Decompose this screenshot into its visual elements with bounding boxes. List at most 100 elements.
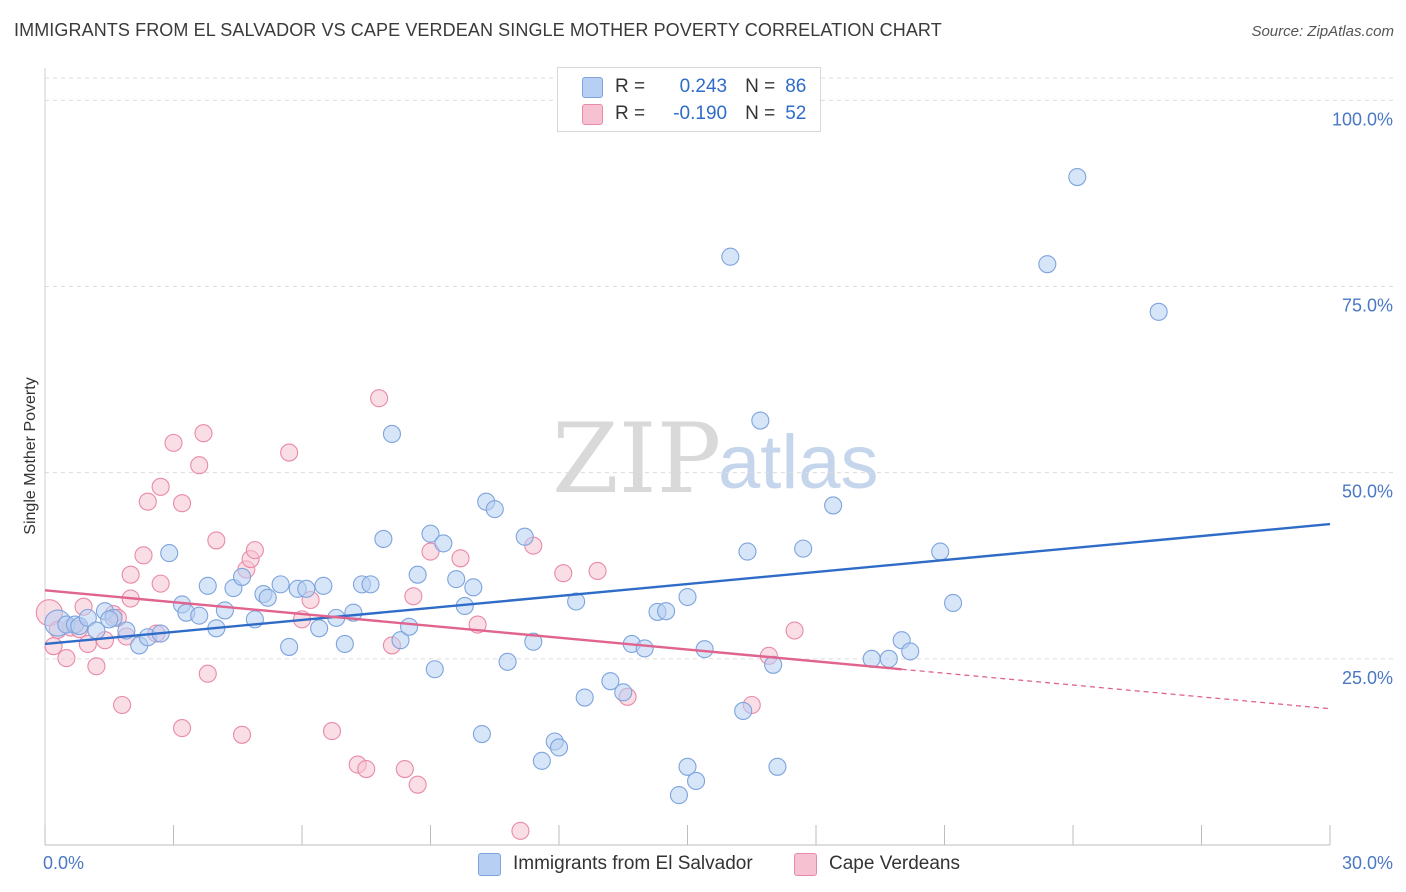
pink-swatch: [794, 852, 817, 876]
legend-row-cape-verdeans: R = -0.190 N = 52: [582, 102, 806, 126]
cape-verdeans-point: [404, 587, 423, 606]
cape-verdeans-point: [370, 389, 389, 408]
cape-verdeans-point: [421, 542, 440, 561]
source-credit: Source: ZipAtlas.com: [1251, 23, 1394, 40]
cape-verdeans-point: [87, 657, 106, 676]
el-salvador-point: [314, 576, 333, 595]
cape-verdeans-point: [207, 531, 226, 550]
cape-verdeans-point: [121, 565, 140, 584]
el-salvador-point: [1038, 255, 1057, 274]
el-salvador-point: [310, 619, 329, 638]
cape-verdeans-point: [164, 433, 183, 452]
pink-swatch: [582, 103, 603, 125]
el-salvador-point: [464, 578, 483, 597]
cape-verdeans-point: [451, 549, 470, 568]
legend-label: Immigrants from El Salvador: [513, 853, 753, 874]
cape-verdeans-point: [194, 424, 213, 443]
y-tick-label: 100.0%: [1332, 109, 1393, 129]
cape-verdeans-point: [785, 621, 804, 640]
cape-verdeans-point: [322, 722, 342, 741]
el-salvador-point: [567, 592, 586, 611]
el-salvador-point: [678, 757, 697, 776]
el-salvador-point: [485, 500, 504, 519]
el-salvador-point: [687, 771, 706, 791]
el-salvador-point: [1068, 167, 1087, 187]
el-salvador-point: [400, 617, 419, 636]
el-salvador-point: [738, 542, 757, 561]
y-tick-label: 50.0%: [1342, 482, 1393, 502]
el-salvador-point: [498, 652, 517, 671]
cape-verdeans-points: [35, 389, 804, 840]
n-value: 86: [785, 76, 807, 97]
el-salvador-point: [515, 527, 534, 546]
el-salvador-point: [78, 608, 97, 627]
el-salvador-point: [160, 544, 179, 563]
cape-verdeans-trend-extension: [901, 668, 1331, 710]
el-salvador-point: [549, 738, 569, 757]
r-label: R =: [615, 103, 646, 124]
el-salvador-point: [258, 588, 277, 607]
el-salvador-point: [408, 565, 427, 584]
axis-labels: Single Mother Poverty: [22, 377, 39, 534]
el-salvador-point: [100, 610, 119, 629]
el-salvador-point: [695, 640, 714, 659]
cape-verdeans-point: [151, 574, 170, 593]
cape-verdeans-point: [588, 561, 607, 581]
y-tick-label: 75.0%: [1342, 296, 1393, 316]
cape-verdeans-point: [113, 695, 132, 715]
r-value: -0.190: [673, 103, 728, 124]
el-salvador-point: [657, 602, 676, 621]
n-value: 52: [785, 103, 807, 124]
el-salvador-point: [601, 672, 620, 691]
el-salvador-point: [931, 542, 950, 561]
cape-verdeans-point: [408, 775, 427, 794]
el-salvador-point: [297, 579, 316, 598]
r-label: R =: [615, 76, 646, 97]
cape-verdeans-point: [57, 649, 76, 668]
el-salvador-point: [335, 634, 354, 653]
el-salvador-point: [434, 534, 453, 553]
el-salvador-point: [901, 642, 920, 661]
el-salvador-point: [575, 688, 594, 707]
cape-verdeans-point: [198, 664, 217, 683]
el-salvador-point: [734, 701, 753, 721]
el-salvador-point: [361, 575, 380, 594]
cape-verdeans-trend-line: [44, 589, 902, 671]
el-salvador-point: [344, 603, 363, 622]
cape-verdeans-point: [173, 719, 192, 738]
x-tick-label: 0.0%: [43, 853, 84, 873]
trend-lines: [44, 522, 1331, 710]
el-salvador-point: [794, 539, 813, 558]
y-axis-label: Single Mother Poverty: [22, 377, 39, 534]
el-salvador-point: [280, 637, 299, 656]
correlation-legend: R = 0.243 N = 86 R = -0.190 N = 52: [557, 67, 821, 132]
el-salvador-point: [198, 576, 217, 595]
el-salvador-point: [447, 570, 466, 589]
cape-verdeans-point: [138, 492, 157, 511]
el-salvador-trend-line: [44, 522, 1331, 646]
cape-verdeans-point: [280, 443, 299, 462]
el-salvador-point: [721, 247, 740, 266]
el-salvador-point: [472, 724, 491, 744]
legend-label: Cape Verdeans: [829, 853, 960, 874]
el-salvador-point: [751, 411, 770, 430]
cape-verdeans-point: [134, 546, 153, 565]
el-salvador-point: [271, 575, 290, 594]
el-salvador-point: [421, 524, 440, 543]
el-salvador-points: [44, 167, 1168, 805]
cape-verdeans-point: [173, 494, 192, 513]
el-salvador-point: [1149, 302, 1168, 321]
el-salvador-point: [669, 786, 688, 805]
el-salvador-point: [391, 631, 410, 650]
el-salvador-point: [768, 757, 787, 776]
cape-verdeans-point: [151, 477, 170, 496]
cape-verdeans-point: [357, 759, 376, 779]
el-salvador-point: [190, 606, 209, 625]
el-salvador-point: [232, 567, 252, 586]
bottom-legend-el-salvador: Immigrants from El Salvador: [478, 852, 753, 876]
y-tick-label: 25.0%: [1342, 668, 1393, 688]
watermark-atlas: atlas: [718, 420, 879, 505]
axes: 25.0% 50.0% 75.0% 100.0% 0.0% 30.0%: [43, 68, 1393, 873]
cape-verdeans-point: [44, 637, 63, 656]
el-salvador-point: [635, 639, 654, 658]
